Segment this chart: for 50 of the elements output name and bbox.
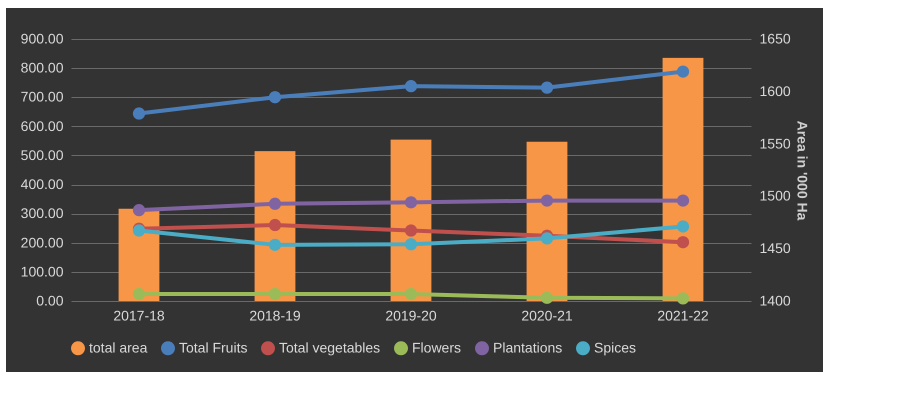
point <box>268 91 282 104</box>
y-tick-label: 900.00 <box>20 30 64 46</box>
legend-label: Plantations <box>493 339 562 356</box>
legend-label: Total Fruits <box>179 339 248 356</box>
x-tick-label: 2021-22 <box>657 308 709 324</box>
y-tick-label: 600.00 <box>20 118 64 134</box>
y-tick-label: 300.00 <box>20 205 64 222</box>
point <box>404 80 418 92</box>
legend-label: Spices <box>594 339 636 356</box>
y-tick-label: 700.00 <box>20 88 64 105</box>
point <box>404 238 418 250</box>
point <box>676 236 690 248</box>
y2-tick-label: 1500 <box>760 188 791 204</box>
y2-tick-label: 1400 <box>760 292 791 308</box>
y2-tick-label: 1600 <box>760 82 791 99</box>
point <box>268 218 282 232</box>
point <box>404 224 418 237</box>
y-tick-label: 200.00 <box>20 234 64 250</box>
point <box>676 292 690 304</box>
y-tick-label: 0.00 <box>36 292 64 308</box>
point <box>132 204 146 216</box>
legend-label: Flowers <box>412 339 462 356</box>
point <box>268 198 282 210</box>
point <box>268 288 282 300</box>
x-tick-label: 2019-20 <box>385 308 437 324</box>
x-tick-label: 2018-19 <box>249 308 301 324</box>
legend-label: Total vegetables <box>279 339 380 356</box>
y-tick-label: 100.00 <box>20 263 64 280</box>
y-tick-label: 500.00 <box>20 146 64 163</box>
point <box>676 65 690 78</box>
y-tick-label: 400.00 <box>20 176 64 192</box>
point <box>404 196 418 208</box>
legend-label: total area <box>89 339 148 356</box>
y2-axis-title: Area in '000 Ha <box>794 120 811 221</box>
point <box>676 220 690 233</box>
point <box>132 107 146 120</box>
y2-tick-label: 1550 <box>760 135 791 152</box>
x-tick-label: 2017-18 <box>113 308 165 324</box>
y2-tick-label: 1650 <box>760 30 791 46</box>
point <box>404 288 418 300</box>
point <box>540 82 554 94</box>
y2-tick-label: 1450 <box>760 240 791 256</box>
point <box>132 288 146 300</box>
point <box>540 194 554 207</box>
point <box>540 292 554 304</box>
x-tick-label: 2020-21 <box>521 308 573 324</box>
point <box>268 238 282 251</box>
y-tick-label: 800.00 <box>20 60 64 76</box>
point <box>540 232 554 245</box>
point <box>676 194 690 207</box>
